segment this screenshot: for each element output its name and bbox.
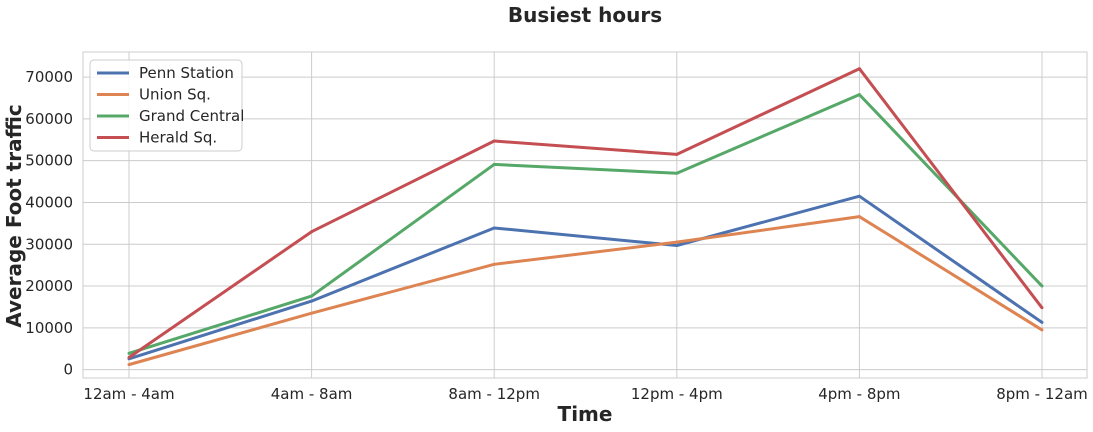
legend-label: Penn Station — [139, 64, 234, 82]
data-point — [857, 215, 861, 219]
data-point — [1040, 284, 1044, 288]
legend-item: Penn Station — [97, 64, 234, 82]
legend-item: Herald Sq. — [97, 129, 217, 147]
series-line — [128, 93, 1044, 355]
series-penn-station — [127, 194, 1044, 361]
legend-item: Grand Central — [97, 107, 244, 125]
legend-box — [89, 59, 243, 152]
y-tick-label: 10000 — [25, 319, 73, 337]
data-point — [127, 351, 131, 355]
data-point — [1040, 320, 1044, 324]
y-tick-label: 60000 — [25, 110, 73, 128]
series-herald-sq — [127, 67, 1044, 360]
data-point — [1040, 306, 1044, 310]
data-point — [127, 363, 131, 367]
legend-label: Herald Sq. — [139, 129, 217, 147]
legend-label: Union Sq. — [139, 86, 211, 104]
series-union-sq — [127, 215, 1044, 367]
data-point — [310, 311, 314, 315]
x-tick-label: 8pm - 12am — [996, 385, 1088, 403]
series-line — [128, 194, 1043, 361]
data-point — [675, 152, 679, 156]
y-tick-label: 50000 — [25, 152, 73, 170]
data-point — [310, 299, 314, 303]
series-layer — [127, 67, 1044, 367]
series-line — [128, 67, 1044, 359]
x-tick-labels: 12am - 4am 4am - 8am 8am - 12pm 12pm - 4pm 4… — [83, 385, 1087, 403]
plot-frame — [82, 51, 1088, 379]
x-tick-label: 4am - 8am — [271, 385, 353, 403]
chart-title: Busiest hours — [508, 3, 662, 27]
data-point — [310, 294, 314, 298]
data-point — [675, 171, 679, 175]
series-grand-central — [127, 93, 1044, 355]
data-point — [492, 262, 496, 266]
x-tick-label: 4pm - 8pm — [818, 385, 900, 403]
data-point — [492, 226, 496, 230]
x-tick-label: 8am - 12pm — [448, 385, 540, 403]
data-point — [675, 240, 679, 244]
x-tick-label: 12am - 4am — [83, 385, 174, 403]
y-tick-label: 20000 — [25, 277, 73, 295]
y-tick-label: 40000 — [25, 193, 73, 211]
y-tick-label: 70000 — [25, 68, 73, 86]
data-point — [857, 93, 861, 97]
y-tick-label: 30000 — [25, 235, 73, 253]
legend-label: Grand Central — [139, 107, 244, 125]
x-axis-title: Time — [558, 402, 613, 426]
data-point — [1040, 328, 1044, 332]
series-line — [128, 215, 1043, 367]
y-tick-label: 0 — [63, 361, 73, 379]
legend-item: Union Sq. — [97, 86, 211, 104]
y-axis-title: Average Foot traffic — [2, 104, 26, 328]
data-point — [492, 162, 496, 166]
data-point — [675, 244, 679, 248]
data-point — [857, 194, 861, 198]
y-tick-labels: 0 10000 20000 30000 40000 50000 60000 70000 — [25, 68, 73, 379]
data-point — [492, 139, 496, 143]
data-point — [310, 230, 314, 234]
data-point — [857, 67, 861, 71]
legend: Penn Station Union Sq. Grand Central Herald… — [89, 59, 244, 152]
data-point — [127, 356, 131, 360]
x-tick-label: 12pm - 4pm — [631, 385, 723, 403]
